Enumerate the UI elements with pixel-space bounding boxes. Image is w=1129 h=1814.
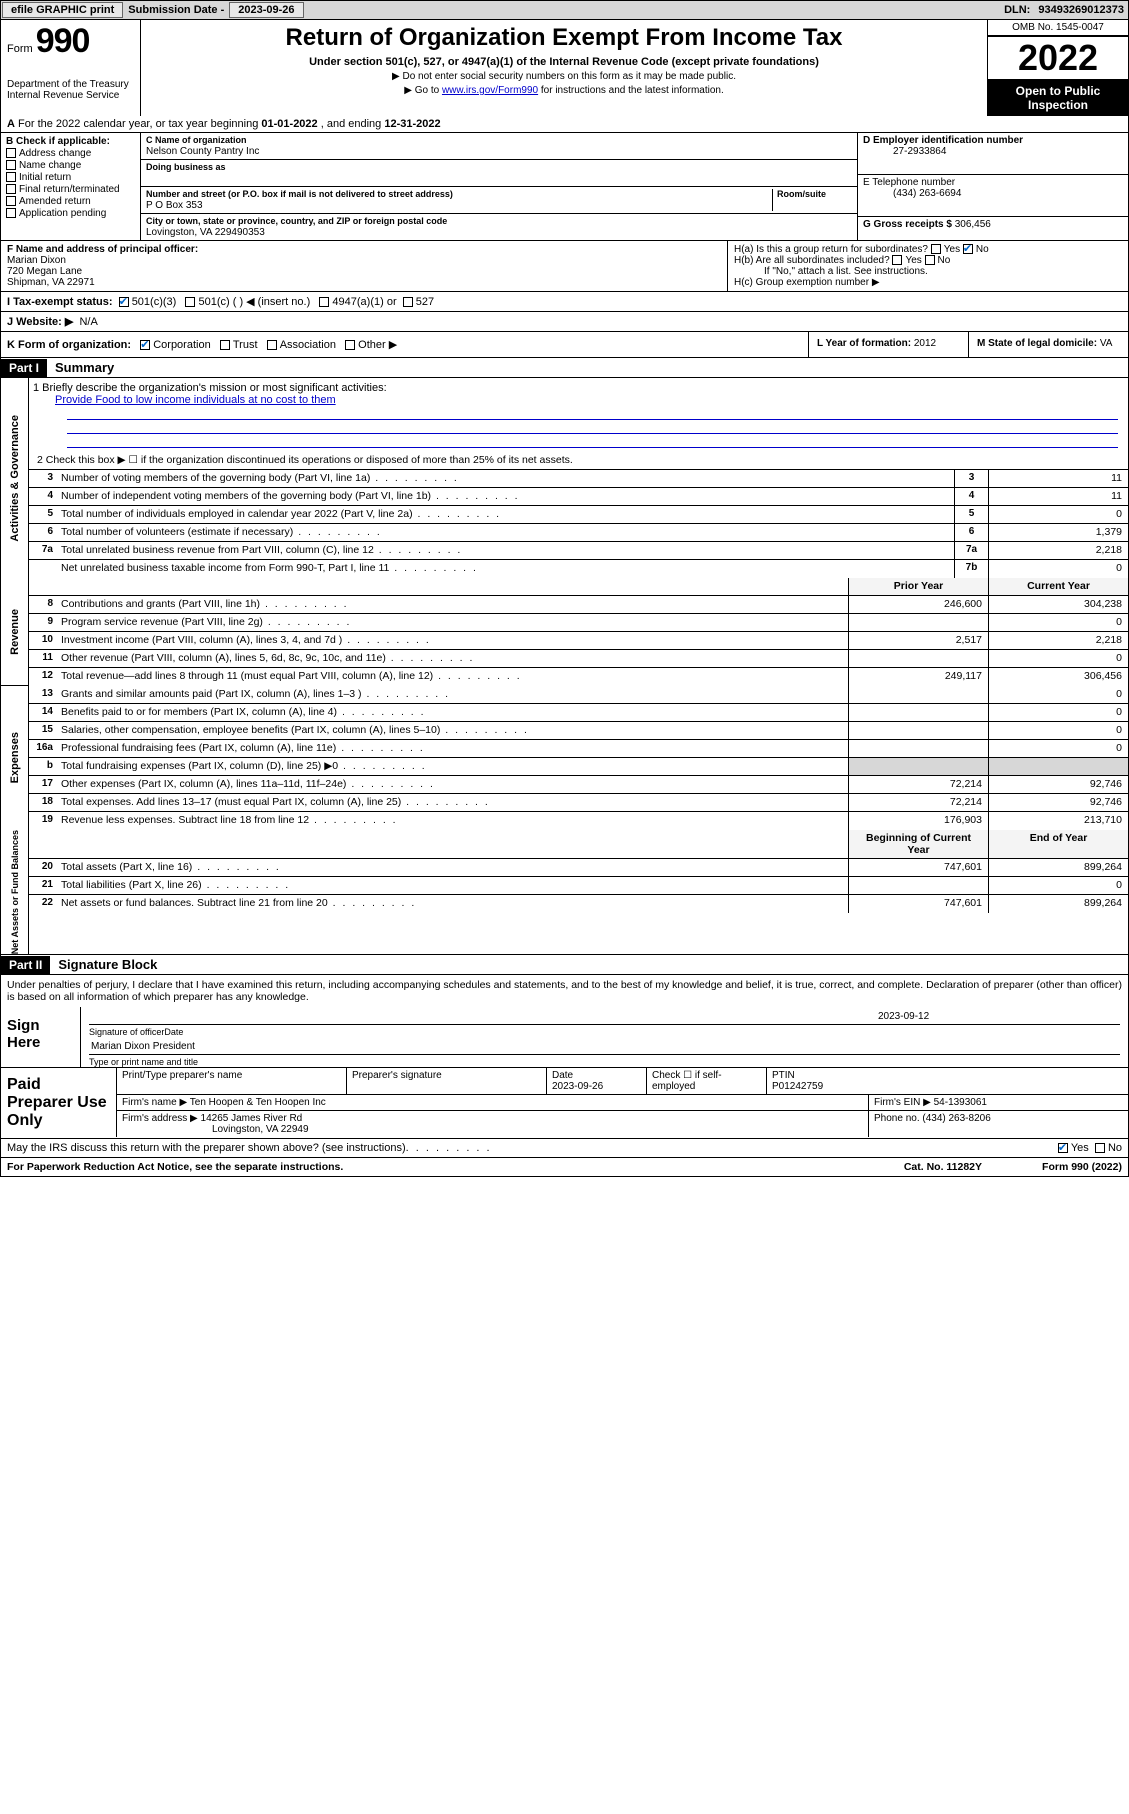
org-address: P O Box 353: [146, 200, 203, 211]
info-blocks: B Check if applicable: Address change Na…: [0, 133, 1129, 241]
discuss-row: May the IRS discuss this return with the…: [0, 1139, 1129, 1158]
firm-phone: (434) 263-8206: [922, 1113, 990, 1124]
form-header: Form 990 Department of the Treasury Inte…: [0, 20, 1129, 116]
year-formation: 2012: [914, 338, 936, 349]
mission-label: 1 Briefly describe the organization's mi…: [33, 382, 1124, 394]
org-city: Lovingston, VA 229490353: [146, 227, 265, 238]
irs-link[interactable]: www.irs.gov/Form990: [442, 85, 538, 96]
phone-value: (434) 263-6694: [863, 188, 961, 199]
block-b: B Check if applicable: Address change Na…: [1, 133, 141, 240]
dept-text: Department of the Treasury Internal Reve…: [7, 61, 134, 101]
form-title: Return of Organization Exempt From Incom…: [145, 24, 983, 52]
begin-year-header: Beginning of Current Year: [848, 830, 988, 858]
block-c: C Name of organizationNelson County Pant…: [141, 133, 858, 240]
inspection-badge: Open to Public Inspection: [988, 80, 1128, 116]
firm-ein: 54-1393061: [934, 1097, 987, 1108]
topbar: efile GRAPHIC print Submission Date - 20…: [0, 0, 1129, 20]
part1-governance: Activities & Governance 1 Briefly descri…: [0, 378, 1129, 578]
prior-year-header: Prior Year: [848, 578, 988, 595]
dln-label: DLN:: [1000, 4, 1034, 16]
signature-block: Under penalties of perjury, I declare th…: [0, 975, 1129, 1139]
tax-year: 2022: [988, 37, 1128, 80]
submission-date-button[interactable]: 2023-09-26: [229, 2, 303, 18]
form-number: 990: [36, 22, 90, 60]
note-ssn: ▶ Do not enter social security numbers o…: [145, 71, 983, 82]
dln-value: 93493269012373: [1034, 4, 1128, 16]
current-year-header: Current Year: [988, 578, 1128, 595]
part2-header: Part II Signature Block: [0, 955, 1129, 975]
submission-label: Submission Date -: [124, 4, 228, 16]
part1-netassets: Net Assets or Fund Balances Beginning of…: [0, 830, 1129, 955]
gross-receipts: 306,456: [955, 219, 991, 230]
firm-addr: 14265 James River Rd: [201, 1113, 303, 1124]
row-klm: K Form of organization: Corporation Trus…: [0, 332, 1129, 358]
row-i: I Tax-exempt status: 501(c)(3) 501(c) ( …: [0, 292, 1129, 312]
block-de: D Employer identification number27-29338…: [858, 133, 1128, 240]
ptin-value: P01242759: [772, 1081, 823, 1092]
row-j: J Website: ▶ N/A: [0, 312, 1129, 332]
sig-date: 2023-09-12: [878, 1011, 1118, 1022]
page-footer: For Paperwork Reduction Act Notice, see …: [0, 1158, 1129, 1177]
end-year-header: End of Year: [988, 830, 1128, 858]
paid-preparer-label: Paid Preparer Use Only: [1, 1068, 116, 1138]
ein-value: 27-2933864: [863, 146, 946, 157]
section-a: A For the 2022 calendar year, or tax yea…: [0, 116, 1129, 133]
efile-button[interactable]: efile GRAPHIC print: [2, 2, 123, 18]
domicile-state: VA: [1100, 338, 1113, 349]
form-label: Form: [7, 43, 33, 55]
sign-here-label: Sign Here: [1, 1007, 81, 1067]
part1-expenses: Expenses 13Grants and similar amounts pa…: [0, 686, 1129, 830]
prep-date: 2023-09-26: [552, 1081, 603, 1092]
part1-colheaders: Revenue Prior Year Current Year 8Contrib…: [0, 578, 1129, 686]
declaration-text: Under penalties of perjury, I declare th…: [1, 975, 1128, 1007]
pra-notice: For Paperwork Reduction Act Notice, see …: [7, 1161, 343, 1173]
form-subtitle: Under section 501(c), 527, or 4947(a)(1)…: [145, 56, 983, 68]
form-ref: Form 990 (2022): [1042, 1161, 1122, 1173]
mission-text: Provide Food to low income individuals a…: [55, 394, 336, 406]
officer-name: Marian Dixon: [7, 255, 66, 266]
block-fh: F Name and address of principal officer:…: [0, 241, 1129, 292]
org-name: Nelson County Pantry Inc: [146, 146, 259, 157]
part1-header: Part I Summary: [0, 358, 1129, 378]
firm-name: Ten Hoopen & Ten Hoopen Inc: [190, 1097, 326, 1108]
officer-printed-name: Marian Dixon President: [91, 1041, 1118, 1052]
omb-number: OMB No. 1545-0047: [988, 20, 1128, 36]
cat-number: Cat. No. 11282Y: [904, 1161, 982, 1173]
note-link: ▶ Go to www.irs.gov/Form990 for instruct…: [145, 85, 983, 96]
website-value: N/A: [79, 316, 97, 328]
